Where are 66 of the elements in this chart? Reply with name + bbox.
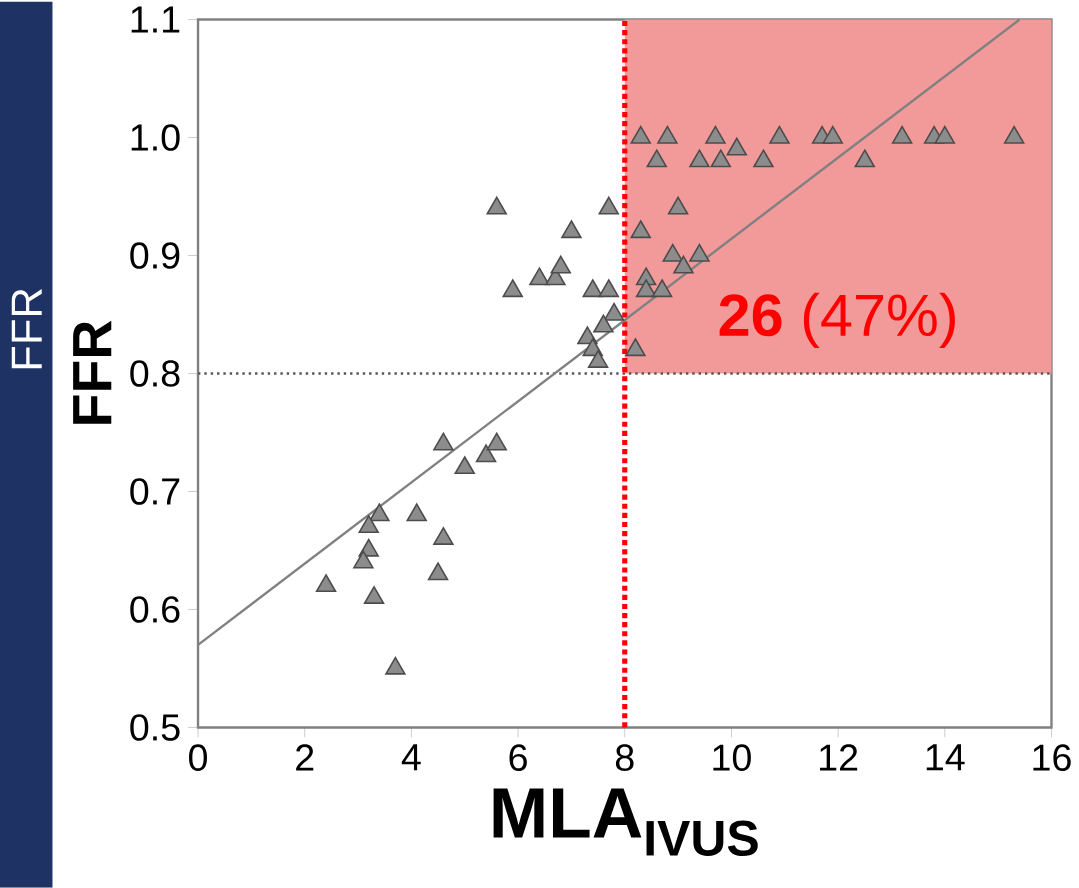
- x-tick-label: 14: [926, 744, 965, 771]
- point: [822, 125, 844, 144]
- x-tick-label: 4: [401, 744, 421, 771]
- point: [529, 267, 550, 286]
- point: [705, 125, 726, 144]
- point: [598, 279, 619, 298]
- point: [769, 125, 790, 144]
- y-tick-label: 0.5: [130, 714, 180, 741]
- point: [315, 574, 337, 593]
- x-tick-label: 0: [189, 744, 207, 772]
- point: [385, 656, 406, 675]
- x-tick-label: 16: [1033, 744, 1071, 772]
- x-tick-label: 10: [713, 744, 751, 772]
- point: [934, 125, 956, 144]
- point: [433, 527, 454, 545]
- point: [502, 279, 523, 298]
- point: [854, 149, 876, 168]
- point: [689, 149, 710, 168]
- y-tick-label: 1.1: [131, 6, 180, 33]
- point: [625, 338, 646, 357]
- y-tick-label: 1.0: [131, 124, 180, 151]
- y-tick-label: 0.9: [130, 242, 180, 269]
- x-tick-label: 8: [615, 744, 634, 772]
- y-tick-label: 0.6: [130, 596, 180, 623]
- point: [630, 220, 651, 239]
- point: [358, 515, 379, 534]
- point: [673, 255, 694, 274]
- point: [657, 125, 678, 144]
- x-tick-label: 12: [820, 744, 858, 771]
- point: [662, 243, 683, 262]
- point: [475, 444, 497, 463]
- point: [353, 550, 374, 569]
- y-axis-title: FFR: [73, 320, 112, 424]
- point: [486, 196, 507, 215]
- x-tick-label: 6: [509, 744, 527, 772]
- point: [667, 196, 689, 215]
- point: [406, 503, 427, 522]
- point: [753, 149, 774, 168]
- point: [454, 456, 475, 475]
- y-tick-label: 0.8: [130, 360, 180, 387]
- point: [646, 149, 667, 168]
- point: [630, 125, 651, 144]
- x-axis-title: MLA$_{IVUS}$: [493, 788, 758, 857]
- x-tick-label: 2: [296, 744, 314, 771]
- text: FFR: [11, 289, 42, 369]
- point: [582, 279, 603, 298]
- point: [561, 220, 582, 239]
- point: [363, 586, 385, 604]
- point: [486, 432, 507, 451]
- point: [651, 279, 673, 298]
- point: [710, 149, 731, 168]
- band-label: 26 (47%): [719, 292, 955, 349]
- point: [603, 302, 625, 321]
- point: [1003, 125, 1025, 144]
- point: [433, 432, 454, 451]
- point: [587, 350, 609, 369]
- y-tick-label: 0.7: [130, 478, 180, 505]
- point: [635, 279, 657, 298]
- point: [689, 243, 710, 262]
- point: [726, 137, 747, 156]
- point: [550, 255, 571, 274]
- point: [593, 314, 614, 333]
- point: [427, 562, 449, 581]
- point: [598, 196, 619, 215]
- point: [369, 503, 390, 522]
- point: [891, 125, 913, 144]
